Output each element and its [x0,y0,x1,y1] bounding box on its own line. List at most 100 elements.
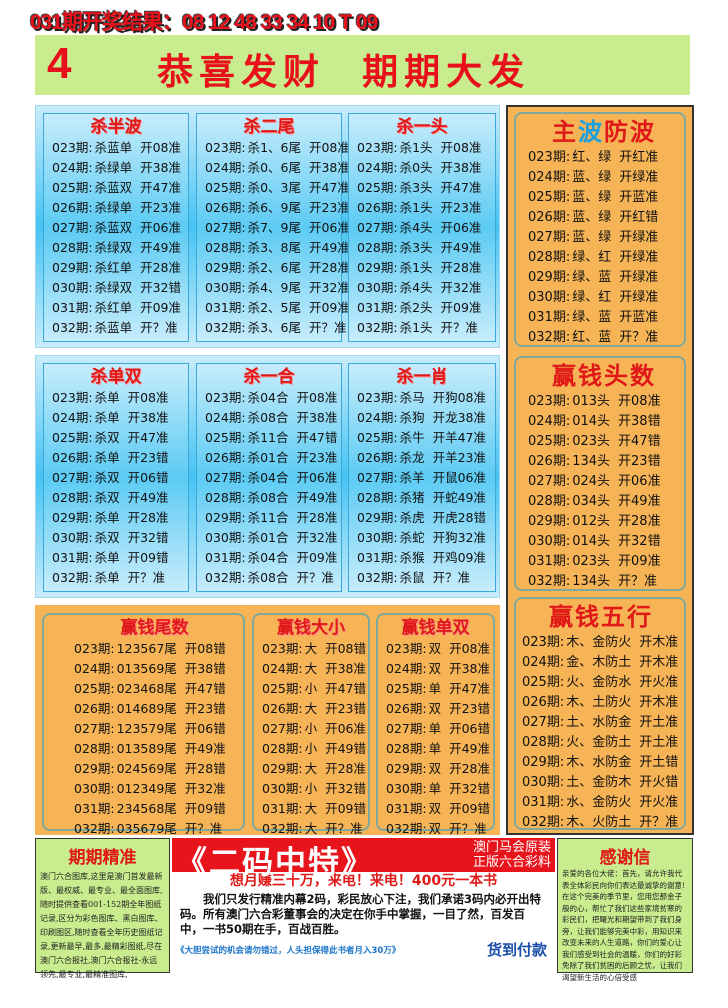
row-period: 024期: [528,414,571,429]
row-result: 开28准 [440,260,482,275]
row-period: 030期: [52,530,93,545]
table-row: 028期: 013589尾 开49准 [66,739,243,759]
row-pick: 123579尾 [116,721,177,736]
row-period: 030期: [386,781,427,796]
table-title: 杀单双 [90,367,142,387]
cash-on-delivery: 货到付款 [486,941,547,959]
row-period: 030期: [74,781,115,796]
row-pick: 014头 [572,534,611,549]
row-result: 开28准 [296,510,338,525]
table-row: 023期: 杀蓝单 开08准 [44,138,188,158]
row-period: 031期: [52,300,93,315]
table-row: 030期: 杀绿双 开32错 [44,278,188,298]
table-row: 031期: 杀04合 开09准 [197,548,341,568]
row-period: 025期: [522,675,565,690]
row-result: 开蓝准 [619,190,659,205]
table-row: 032期: 杀鼠 开？准 [349,568,495,588]
row-pick: 013569尾 [116,661,177,676]
thank-you-title: 感谢信 [599,848,651,868]
row-pick: 杀11合 [247,510,289,525]
row-pick: 杀猴 [399,550,425,565]
row-period: 028期: [52,240,93,255]
row-result: 开49准 [308,240,350,255]
row-period: 026期: [262,701,303,716]
row-pick: 杀08合 [247,410,289,425]
row-pick: 杀04合 [247,550,289,565]
table-title: 杀半波 [90,117,142,137]
accuracy-title: 期期精准 [68,848,137,868]
row-result: 开06准 [308,220,350,235]
table-row: 029期: 024569尾 开28错 [66,759,243,779]
row-pick: 单 [428,781,442,796]
thank-you-text: 亲爱的各位大佬：首先，请允许我代表全体彩民向你们表达最诚挚的谢意!在这个完美的季… [562,869,686,982]
row-result: 开鼠06准 [432,470,486,485]
table-row: 025期: 蓝、绿 开蓝准 [524,188,684,208]
table-row: 029期: 杀虎 开虎28错 [349,508,495,528]
row-result: 开08准 [449,641,490,656]
row-pick: 234568尾 [116,801,177,816]
row-pick: 014689尾 [116,701,177,716]
row-result: 开09准 [140,300,181,315]
row-pick: 木、水防金 [566,755,632,770]
ad-block: 《二码中特》 澳门马会原装 正版六合彩料 想月赚三十万，来电！来电！400元一本… [172,838,555,983]
row-pick: 013头 [572,394,611,409]
row-pick: 蓝、绿 [572,190,612,205]
row-result: 开？准 [140,320,178,335]
row-pick: 杀6、9尾 [247,200,301,215]
table-row: 028期: 绿、红 开绿准 [524,248,684,268]
table-sha-yi-he: 杀一合 023期: 杀04合 开08准 024期: 杀08合 开38准 025期: 杀11合 开4… [196,363,342,592]
row-pick: 杀龙 [399,450,425,465]
row-period: 028期: [205,240,246,255]
row-period: 023期: [205,390,246,405]
slogan-banner: 4 恭喜发财 期期大发 [35,35,690,95]
table-row: 032期: 杀3、6尾 开？准 [197,318,347,338]
row-result: 开狗08准 [432,390,486,405]
table-row: 028期: 杀猪 开蛇49准 [349,488,495,508]
row-period: 023期: [386,641,427,656]
row-result: 开49准 [449,741,490,756]
row-pick: 杀鼠 [399,570,425,585]
row-period: 027期: [52,220,93,235]
row-pick: 杀0头 [399,160,433,175]
ad-headline-bar: 《二码中特》 澳门马会原装 正版六合彩料 [172,838,555,881]
row-period: 031期: [52,550,93,565]
row-pick: 杀3头 [399,240,433,255]
row-period: 028期: [52,490,93,505]
row-pick: 杀红单 [94,300,133,315]
table-row: 025期: 杀蓝双 开47准 [44,178,188,198]
table-row: 030期: 杀4头 开32准 [349,278,495,298]
table-row: 026期: 杀绿单 开23准 [44,198,188,218]
row-result: 开49错 [325,741,366,756]
table-row: 025期: 杀双 开47准 [44,428,188,448]
table-row: 029期: 大开28准 [254,759,368,779]
table-row: 023期: 013头 开08准 [524,392,684,412]
row-period: 027期: [74,721,115,736]
row-pick: 双 [428,761,442,776]
table-row: 027期: 杀04合 开06准 [197,468,341,488]
thank-you-letter: 感谢信 亲爱的各位大佬：首先，请允许我代表全体彩民向你们表达最诚挚的谢意!在这个… [557,838,693,982]
row-period: 031期: [74,801,115,816]
row-period: 025期: [205,430,246,445]
row-result: 开？准 [325,821,363,836]
row-pick: 杀双 [94,470,120,485]
row-pick: 杀2、5尾 [247,300,301,315]
row-pick: 134头 [572,454,611,469]
row-result: 开？准 [127,570,166,585]
row-result: 开虎28错 [432,510,486,525]
row-period: 029期: [386,761,427,776]
row-pick: 杀羊 [399,470,425,485]
row-pick: 024头 [572,474,611,489]
row-pick: 034头 [572,494,611,509]
row-pick: 杀单 [94,450,120,465]
row-result: 开32准 [184,781,226,796]
row-result: 开08准 [127,390,169,405]
row-pick: 单 [428,681,442,696]
draw-result-header: 031期开奖结果：08 12 48 33 34 10 T 09 [30,11,378,34]
row-result: 开06准 [618,474,661,489]
row-result: 开49准 [127,490,169,505]
row-result: 开08准 [440,140,482,155]
row-period: 030期: [522,775,565,790]
row-result: 开？准 [184,821,223,836]
row-result: 开木准 [639,655,679,670]
row-result: 开49准 [140,240,181,255]
